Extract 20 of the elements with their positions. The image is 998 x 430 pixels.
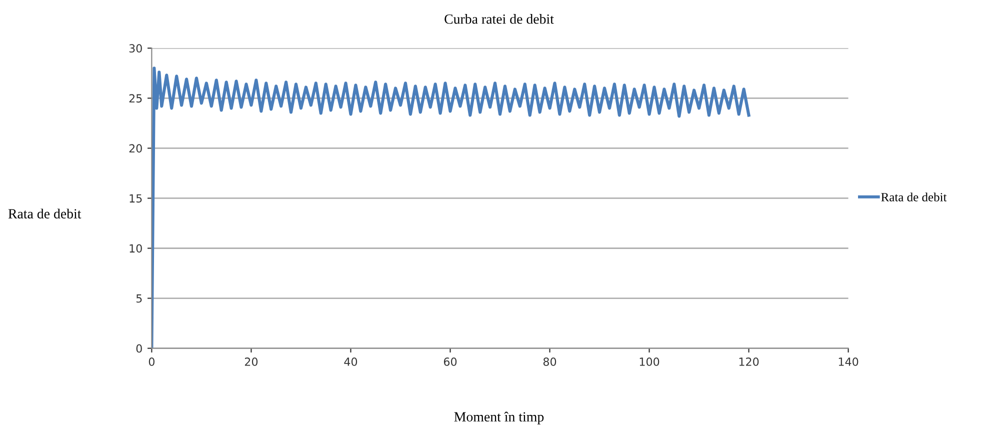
x-tick-label: 20 [244, 358, 258, 366]
y-tick-label: 25 [129, 94, 142, 103]
x-tick-label: 60 [444, 358, 457, 366]
x-axis-title: Moment în timp [454, 412, 544, 424]
x-tick-label: 80 [543, 358, 556, 366]
legend-label: Rata de debit [881, 192, 947, 202]
x-tick-label: 120 [739, 358, 759, 366]
y-tick-label: 20 [129, 144, 142, 153]
x-tick-label: 40 [344, 358, 358, 366]
x-tick-label: 0 [148, 358, 154, 366]
y-tick-label: 15 [130, 194, 142, 203]
chart-title: Curba ratei de debit [444, 14, 554, 24]
y-tick-label: 5 [136, 294, 142, 303]
y-axis-title: Rata de debit [8, 208, 82, 218]
line-series [152, 66, 750, 348]
y-tick-label: 30 [129, 44, 142, 53]
y-tick-label: 0 [136, 344, 142, 353]
x-tick-label: 100 [640, 358, 660, 366]
y-tick-label: 10 [130, 244, 142, 253]
x-tick-label: 140 [838, 358, 858, 366]
